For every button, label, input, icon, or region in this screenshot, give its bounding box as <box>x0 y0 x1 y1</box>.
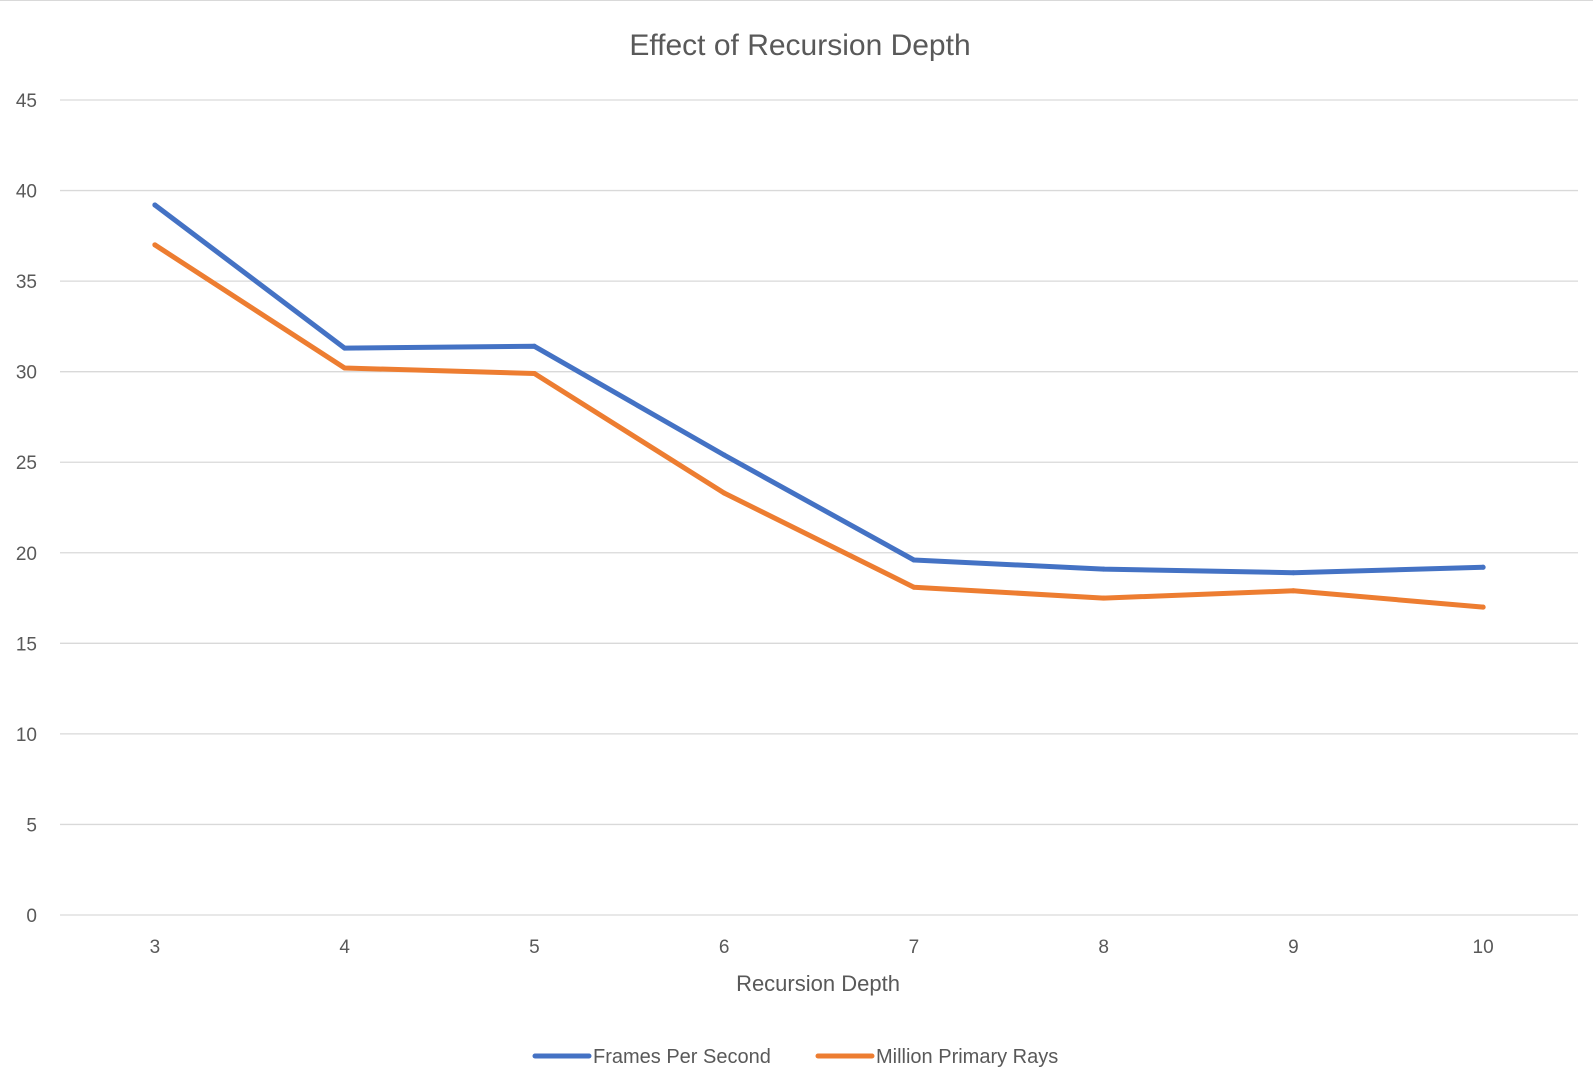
data-point <box>1101 566 1107 572</box>
data-point <box>721 490 727 496</box>
y-tick-label: 25 <box>16 453 37 474</box>
y-tick-label: 40 <box>16 182 37 203</box>
x-axis-title: Recursion Depth <box>736 971 900 996</box>
data-point <box>531 370 537 376</box>
data-point <box>152 242 158 248</box>
data-point <box>531 343 537 349</box>
data-point <box>1290 588 1296 594</box>
data-point <box>1480 564 1486 570</box>
data-point <box>1480 604 1486 610</box>
x-tick-label: 10 <box>1473 937 1494 958</box>
x-tick-label: 5 <box>529 937 540 958</box>
legend-label: Frames Per Second <box>593 1046 771 1068</box>
legend-label: Million Primary Rays <box>876 1046 1058 1068</box>
x-tick-label: 3 <box>150 937 161 958</box>
data-point <box>721 452 727 458</box>
x-tick-label: 8 <box>1098 937 1109 958</box>
legend: Frames Per Second Million Primary Rays <box>532 1046 1058 1068</box>
data-point <box>1101 595 1107 601</box>
data-point <box>1290 570 1296 576</box>
y-tick-label: 15 <box>16 634 37 655</box>
x-tick-label: 9 <box>1288 937 1299 958</box>
series-line-2 <box>152 242 1486 610</box>
y-tick-label: 0 <box>26 906 37 927</box>
series-line-1 <box>152 202 1486 576</box>
y-tick-label: 35 <box>16 272 37 293</box>
x-tick-label: 4 <box>339 937 350 958</box>
y-tick-label: 10 <box>16 725 37 746</box>
chart-title: Effect of Recursion Depth <box>629 29 970 62</box>
gridlines <box>60 99 1578 916</box>
x-tick-label: 7 <box>909 937 920 958</box>
series-lines <box>152 202 1486 610</box>
data-point <box>342 365 348 371</box>
y-tick-label: 30 <box>16 363 37 384</box>
data-point <box>152 202 158 208</box>
y-tick-label: 45 <box>16 91 37 112</box>
y-tick-label: 20 <box>16 544 37 565</box>
y-tick-label: 5 <box>26 815 37 836</box>
data-point <box>911 584 917 590</box>
x-axis-ticks: 3 4 5 6 7 8 9 10 <box>150 937 1494 958</box>
data-point <box>342 345 348 351</box>
y-axis-ticks: 0 5 10 15 20 25 30 35 40 45 <box>16 91 37 927</box>
x-tick-label: 6 <box>719 937 730 958</box>
data-point <box>911 557 917 563</box>
